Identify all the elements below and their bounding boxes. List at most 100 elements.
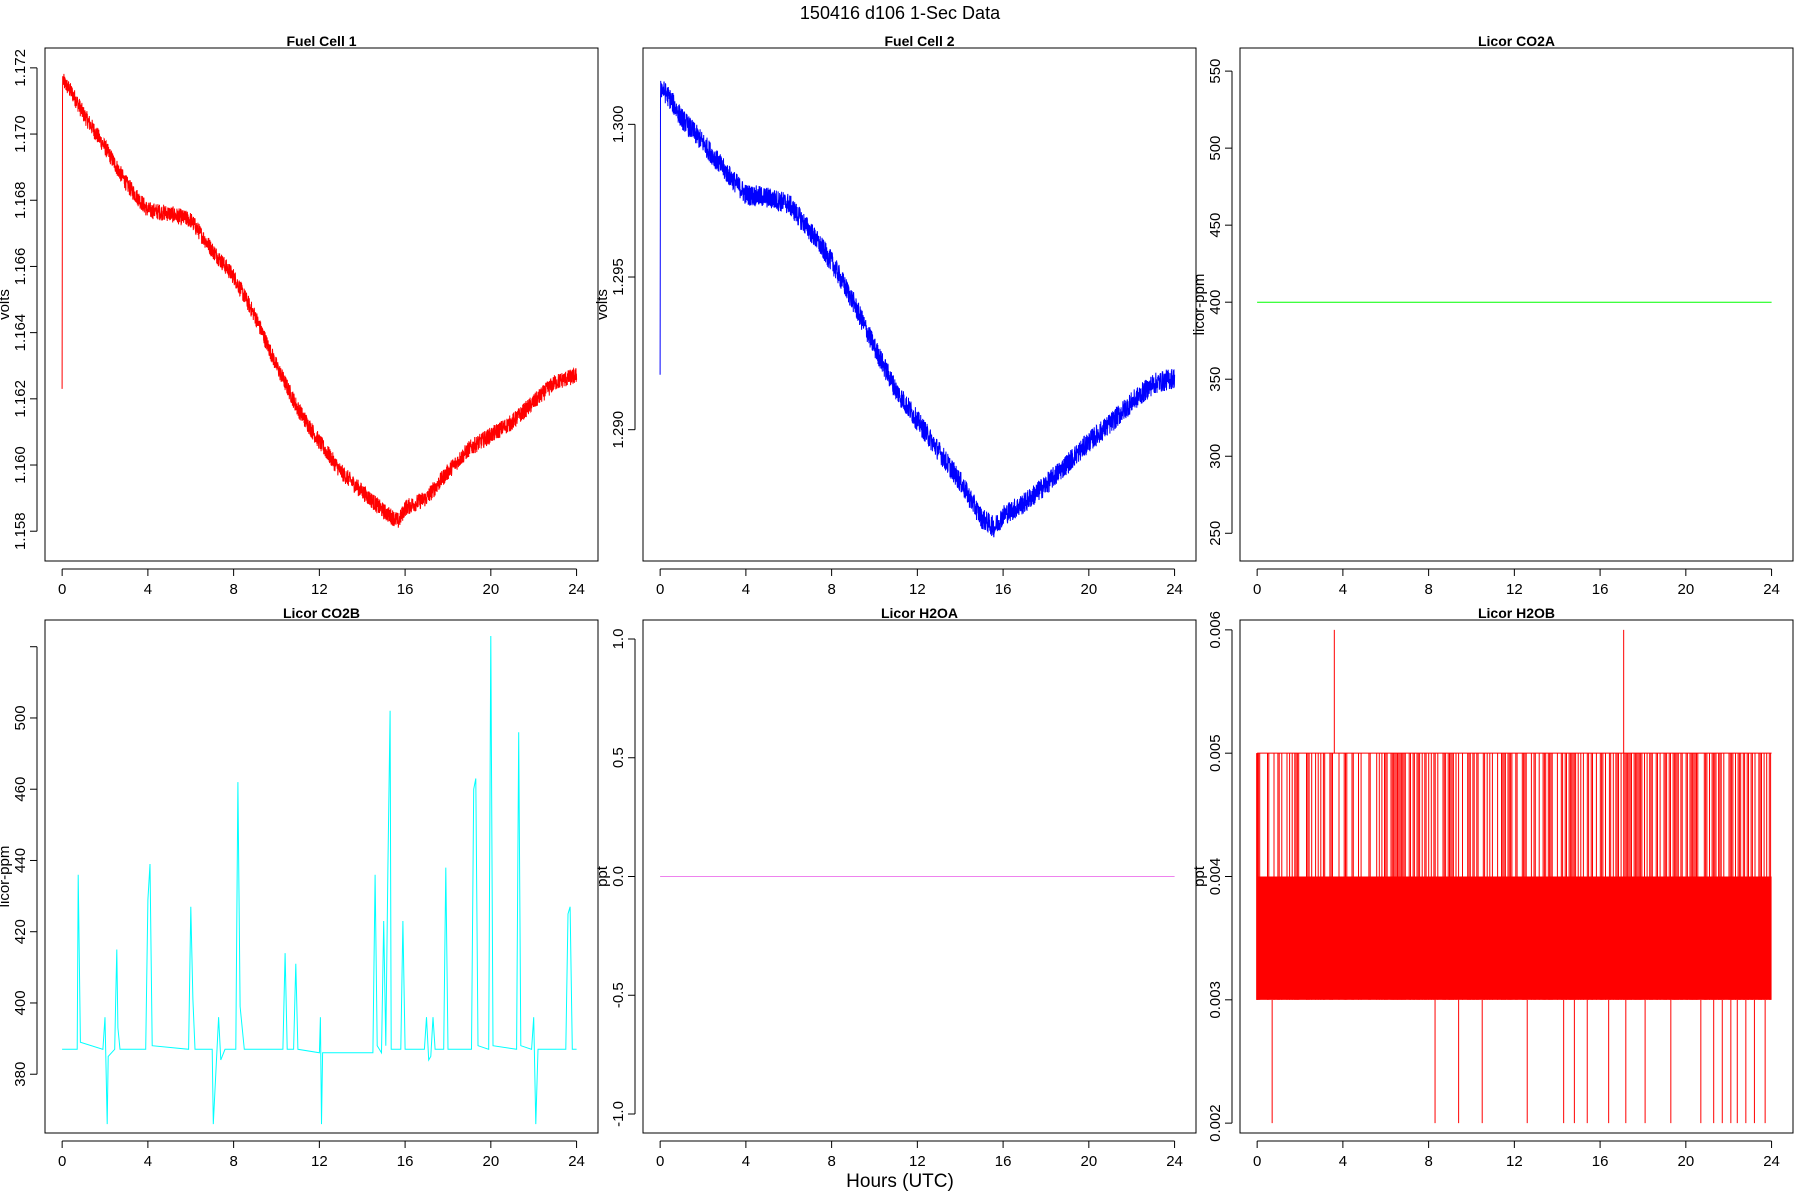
x-tick-label: 12 [1506, 581, 1523, 598]
y-tick-label: 460 [12, 777, 29, 802]
panel-title: Licor CO2A [1478, 33, 1555, 49]
y-tick-label: 450 [1207, 213, 1224, 238]
y-tick-label: 1.0 [610, 629, 627, 650]
y-axis-label: volts [594, 289, 611, 320]
y-axis-label: volts [0, 289, 13, 320]
y-tick-label: 1.158 [12, 512, 29, 550]
y-axis-label: licor-ppm [0, 846, 13, 908]
y-axis-label: ppt [1191, 865, 1208, 887]
x-tick-label: 4 [144, 581, 152, 598]
x-tick-label: 4 [742, 1153, 750, 1170]
x-tick-label: 8 [1424, 581, 1432, 598]
plot-area [1256, 629, 1772, 1124]
y-tick-label: 0.5 [610, 747, 627, 768]
x-tick-label: 24 [1763, 581, 1780, 598]
plot-frame [44, 619, 599, 1134]
x-tick-label: 24 [568, 1153, 585, 1170]
panel-3: Licor CO2A licor-ppm 0 4 8 12 16 20 24 250 300 350 4… [1191, 33, 1794, 598]
y-tick-label: 350 [1207, 367, 1224, 392]
panel-title: Licor H2OA [881, 605, 958, 621]
x-tick-label: 16 [1592, 1153, 1609, 1170]
panel-title: Licor CO2B [283, 605, 360, 621]
x-tick-label: 24 [568, 581, 585, 598]
x-tick-label: 16 [1592, 581, 1609, 598]
x-tick-label: 4 [742, 581, 750, 598]
panel-title: Fuel Cell 1 [286, 33, 356, 49]
y-tick-label: 550 [1207, 59, 1224, 84]
panel-1: Fuel Cell 1 volts 0 4 8 12 16 20 24 1.158 1.160 1.1… [0, 33, 599, 598]
y-tick-label: 0.004 [1207, 858, 1224, 896]
x-tick-label: 4 [1339, 581, 1347, 598]
x-tick-label: 0 [58, 581, 66, 598]
y-axis-label: ppt [594, 865, 611, 887]
x-tick-label: 8 [827, 581, 835, 598]
x-tick-label: 12 [311, 581, 328, 598]
y-tick-label: 300 [1207, 444, 1224, 469]
x-tick-label: 8 [827, 1153, 835, 1170]
x-tick-label: 12 [311, 1153, 328, 1170]
series-line [62, 635, 577, 1125]
x-tick-label: 8 [229, 1153, 237, 1170]
y-tick-label: 440 [12, 848, 29, 873]
x-tick-label: 0 [1253, 1153, 1261, 1170]
x-tick-label: 20 [482, 581, 499, 598]
y-axis-label: licor-ppm [1191, 274, 1208, 336]
x-tick-label: 8 [229, 581, 237, 598]
band-core [1257, 876, 1772, 1000]
figure-title: 150416 d106 1-Sec Data [800, 3, 1001, 23]
x-tick-label: 24 [1763, 1153, 1780, 1170]
x-tick-label: 16 [995, 581, 1012, 598]
y-tick-label: 1.300 [610, 106, 627, 144]
y-tick-label: 1.166 [12, 248, 29, 286]
y-tick-label: 0.0 [610, 866, 627, 887]
x-tick-label: 4 [1339, 1153, 1347, 1170]
y-tick-label: 1.172 [12, 49, 29, 87]
x-tick-label: 12 [909, 581, 926, 598]
x-tick-label: 24 [1166, 1153, 1183, 1170]
series-line [61, 73, 578, 528]
y-tick-label: 400 [1207, 290, 1224, 315]
panel-4: Licor CO2B licor-ppm 0 4 8 12 16 20 24 380 400 420 4… [0, 605, 599, 1170]
panels: Fuel Cell 1 volts 0 4 8 12 16 20 24 1.158 1.160 1.1… [0, 33, 1794, 1170]
x-tick-label: 16 [397, 1153, 414, 1170]
y-tick-label: 1.170 [12, 115, 29, 153]
y-tick-label: 1.168 [12, 181, 29, 219]
series-line [659, 80, 1176, 538]
panel-6: Licor H2OB ppt 0 4 8 12 16 20 24 0.002 0.003 0.004 0… [1191, 605, 1794, 1170]
x-tick-label: 20 [482, 1153, 499, 1170]
y-tick-label: 0.002 [1207, 1104, 1224, 1142]
plot-frame [1239, 47, 1794, 562]
y-tick-label: -0.5 [610, 982, 627, 1008]
x-tick-label: 16 [397, 581, 414, 598]
y-tick-label: 500 [1207, 136, 1224, 161]
y-tick-label: 0.006 [1207, 611, 1224, 649]
x-tick-label: 20 [1677, 1153, 1694, 1170]
x-tick-label: 16 [995, 1153, 1012, 1170]
y-tick-label: 1.160 [12, 446, 29, 484]
x-tick-label: 0 [656, 1153, 664, 1170]
figure-xlabel: Hours (UTC) [846, 1171, 954, 1192]
x-tick-label: 12 [1506, 1153, 1523, 1170]
panel-5: Licor H2OA ppt 0 4 8 12 16 20 24 -1.0 -0.5 0.0 0.5 1.… [594, 605, 1197, 1170]
x-tick-label: 0 [656, 581, 664, 598]
plot-frame [44, 47, 599, 562]
y-tick-label: 400 [12, 990, 29, 1015]
x-tick-label: 12 [909, 1153, 926, 1170]
plot-frame [642, 619, 1197, 1134]
x-tick-label: 24 [1166, 581, 1183, 598]
x-tick-label: 4 [144, 1153, 152, 1170]
y-tick-label: 1.295 [610, 258, 627, 296]
y-tick-label: 1.290 [610, 411, 627, 449]
panel-title: Licor H2OB [1478, 605, 1555, 621]
plot-frame [1239, 619, 1794, 1134]
x-tick-label: 0 [1253, 581, 1261, 598]
y-tick-label: 0.003 [1207, 981, 1224, 1019]
x-tick-label: 20 [1080, 581, 1097, 598]
y-tick-label: 420 [12, 919, 29, 944]
plot-frame [642, 47, 1197, 562]
x-tick-label: 20 [1080, 1153, 1097, 1170]
x-tick-label: 8 [1424, 1153, 1432, 1170]
plot-area [659, 80, 1176, 538]
